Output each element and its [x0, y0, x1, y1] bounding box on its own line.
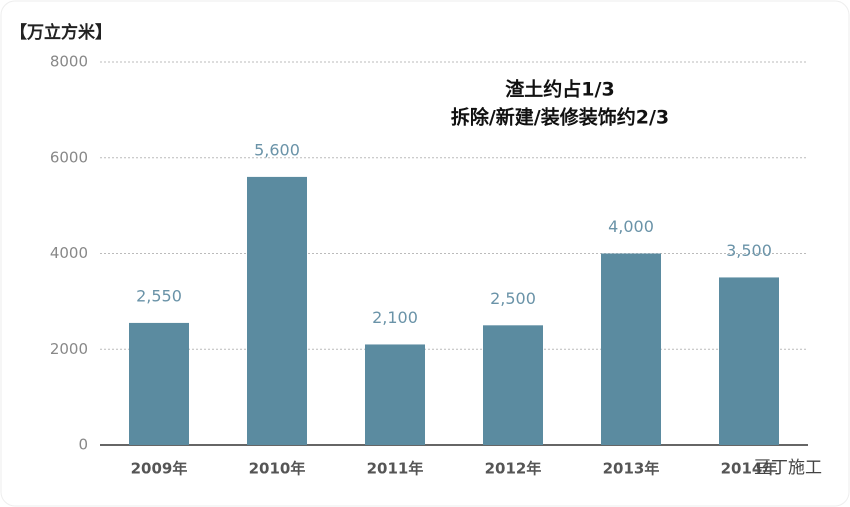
- x-tick-label: 2010年: [249, 460, 306, 478]
- y-axis-label: 【万立方米】: [10, 22, 112, 43]
- x-tick-label: 2014年: [721, 460, 778, 478]
- bar: [365, 344, 425, 445]
- annotation: 拆除/新建/装修装饰约2/3: [451, 106, 669, 129]
- y-tick-label: 6000: [50, 148, 88, 166]
- value-label: 2,100: [372, 308, 418, 327]
- x-tick-label: 2012年: [485, 460, 542, 478]
- x-tick-label: 2013年: [603, 460, 660, 478]
- value-label: 2,500: [490, 289, 536, 308]
- x-tick-label: 2011年: [367, 460, 424, 478]
- value-label: 3,500: [726, 241, 772, 260]
- bar: [719, 277, 779, 445]
- bar: [483, 325, 543, 445]
- x-tick-label: 2009年: [131, 460, 188, 478]
- value-label: 2,550: [136, 286, 182, 305]
- watermark: 豆丁施工: [754, 458, 822, 478]
- bar: [601, 253, 661, 445]
- annotation: 渣土约占1/3: [505, 78, 614, 101]
- y-tick-label: 8000: [50, 53, 88, 71]
- y-tick-label: 0: [78, 436, 88, 454]
- y-tick-label: 2000: [50, 340, 88, 358]
- value-label: 4,000: [608, 217, 654, 236]
- bar: [247, 176, 307, 445]
- bar: [129, 322, 189, 445]
- y-tick-label: 4000: [50, 244, 88, 262]
- value-label: 5,600: [254, 140, 300, 159]
